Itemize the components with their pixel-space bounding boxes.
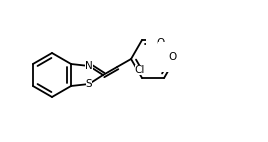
Text: NO: NO	[160, 44, 176, 54]
Text: N: N	[85, 61, 93, 71]
Text: S: S	[86, 79, 92, 89]
Text: O: O	[168, 52, 176, 62]
Text: O: O	[156, 38, 164, 48]
Text: N: N	[162, 45, 170, 55]
Text: Cl: Cl	[135, 65, 145, 75]
